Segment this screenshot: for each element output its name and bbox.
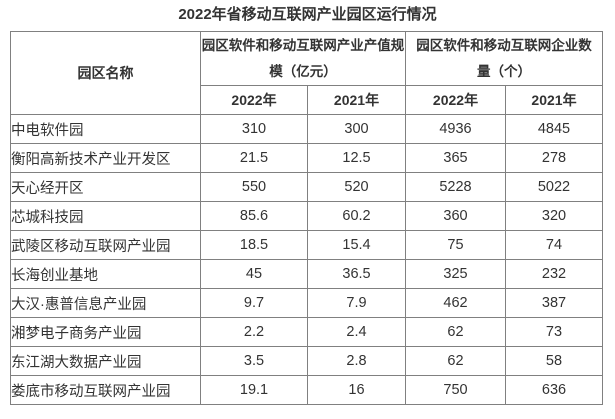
value-cell: 2.8 <box>307 346 406 376</box>
value-cell: 19.1 <box>200 375 308 405</box>
value-cell: 58 <box>505 346 603 376</box>
header-year-2022-count: 2022年 <box>405 85 506 115</box>
value-cell: 85.6 <box>200 201 308 231</box>
value-cell: 45 <box>200 259 308 289</box>
table-row: 大汉·惠普信息产业园 9.7 7.9 462 387 <box>10 288 603 318</box>
park-name-cell: 芯城科技园 <box>10 201 201 231</box>
table-row: 天心经开区 550 520 5228 5022 <box>10 172 603 202</box>
value-cell: 4936 <box>405 114 506 144</box>
value-cell: 4845 <box>505 114 603 144</box>
table-row: 衡阳高新技术产业开发区 21.5 12.5 365 278 <box>10 143 603 173</box>
value-cell: 462 <box>405 288 506 318</box>
value-cell: 12.5 <box>307 143 406 173</box>
header-park-name: 园区名称 <box>10 31 201 115</box>
park-name-cell: 大汉·惠普信息产业园 <box>10 288 201 318</box>
value-cell: 750 <box>405 375 506 405</box>
value-cell: 36.5 <box>307 259 406 289</box>
header-output-scale-label: 园区软件和移动互联网产业产值规模（亿元） <box>201 37 405 79</box>
table-row: 长海创业基地 45 36.5 325 232 <box>10 259 603 289</box>
table-row: 东江湖大数据产业园 3.5 2.8 62 58 <box>10 346 603 376</box>
value-cell: 2.4 <box>307 317 406 347</box>
value-cell: 300 <box>307 114 406 144</box>
header-enterprise-count: 园区软件和移动互联网企业数量（个） <box>405 31 603 86</box>
value-cell: 5022 <box>505 172 603 202</box>
park-name-cell: 中电软件园 <box>10 114 201 144</box>
header-year-2021-output: 2021年 <box>307 85 406 115</box>
value-cell: 62 <box>405 317 506 347</box>
value-cell: 278 <box>505 143 603 173</box>
value-cell: 15.4 <box>307 230 406 260</box>
value-cell: 387 <box>505 288 603 318</box>
table-row: 芯城科技园 85.6 60.2 360 320 <box>10 201 603 231</box>
value-cell: 16 <box>307 375 406 405</box>
table-header: 园区名称 园区软件和移动互联网产业产值规模（亿元） 园区软件和移动互联网企业数量… <box>10 31 603 115</box>
value-cell: 232 <box>505 259 603 289</box>
header-enterprise-count-label: 园区软件和移动互联网企业数量（个） <box>416 37 592 79</box>
value-cell: 62 <box>405 346 506 376</box>
group-header-row: 园区名称 园区软件和移动互联网产业产值规模（亿元） 园区软件和移动互联网企业数量… <box>10 31 603 115</box>
header-year-2021-count: 2021年 <box>505 85 603 115</box>
value-cell: 21.5 <box>200 143 308 173</box>
value-cell: 73 <box>505 317 603 347</box>
table-row: 武陵区移动互联网产业园 18.5 15.4 75 74 <box>10 230 603 260</box>
value-cell: 310 <box>200 114 308 144</box>
value-cell: 5228 <box>405 172 506 202</box>
value-cell: 18.5 <box>200 230 308 260</box>
page: 2022年省移动互联网产业园区运行情况 园区名称 园区软件和移动互联网产业产值规… <box>0 5 615 405</box>
park-name-cell: 天心经开区 <box>10 172 201 202</box>
table-row: 娄底市移动互联网产业园 19.1 16 750 636 <box>10 375 603 405</box>
year-header-row: 2022年 2021年 2022年 2021年 <box>11 85 603 115</box>
header-output-scale: 园区软件和移动互联网产业产值规模（亿元） <box>200 31 406 86</box>
park-name-cell: 长海创业基地 <box>10 259 201 289</box>
table-body: 中电软件园 310 300 4936 4845 衡阳高新技术产业开发区 21.5 12.5 36… <box>10 114 603 405</box>
value-cell: 3.5 <box>200 346 308 376</box>
value-cell: 9.7 <box>200 288 308 318</box>
park-name-cell: 娄底市移动互联网产业园 <box>10 375 201 405</box>
table-row: 湘梦电子商务产业园 2.2 2.4 62 73 <box>10 317 603 347</box>
table-row: 中电软件园 310 300 4936 4845 <box>10 114 603 144</box>
park-name-cell: 衡阳高新技术产业开发区 <box>10 143 201 173</box>
park-name-cell: 武陵区移动互联网产业园 <box>10 230 201 260</box>
header-year-2022-output: 2022年 <box>200 85 308 115</box>
value-cell: 75 <box>405 230 506 260</box>
value-cell: 360 <box>405 201 506 231</box>
value-cell: 636 <box>505 375 603 405</box>
value-cell: 320 <box>505 201 603 231</box>
park-name-cell: 东江湖大数据产业园 <box>10 346 201 376</box>
value-cell: 74 <box>505 230 603 260</box>
page-title: 2022年省移动互联网产业园区运行情况 <box>178 6 437 23</box>
park-name-cell: 湘梦电子商务产业园 <box>10 317 201 347</box>
value-cell: 520 <box>307 172 406 202</box>
value-cell: 2.2 <box>200 317 308 347</box>
value-cell: 550 <box>200 172 308 202</box>
value-cell: 60.2 <box>307 201 406 231</box>
value-cell: 325 <box>405 259 506 289</box>
parks-table: 园区名称 园区软件和移动互联网产业产值规模（亿元） 园区软件和移动互联网企业数量… <box>10 31 603 405</box>
value-cell: 365 <box>405 143 506 173</box>
value-cell: 7.9 <box>307 288 406 318</box>
